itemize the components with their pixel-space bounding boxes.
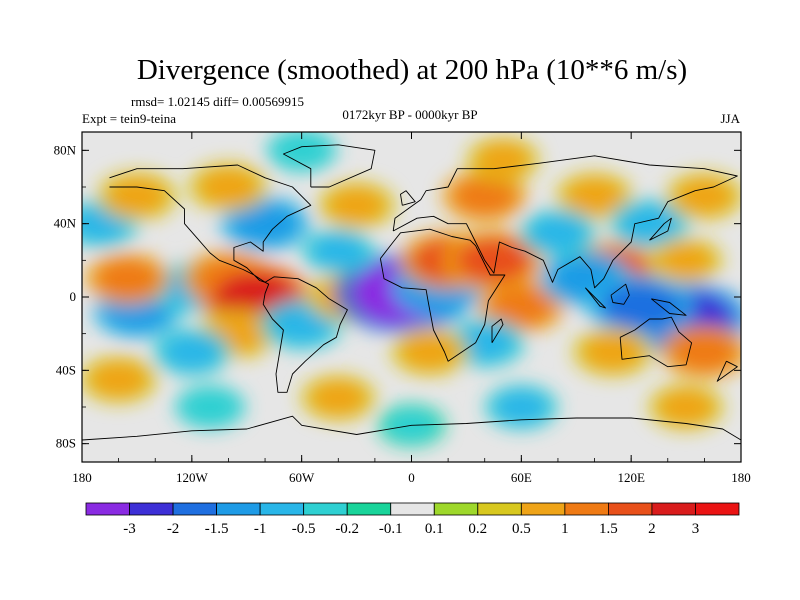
colorbar-label: -1.5 <box>205 521 229 537</box>
divergence-cell <box>586 273 695 339</box>
y-tick-label: 80N <box>54 142 77 157</box>
coastline-australia <box>619 316 693 368</box>
colorbar-swatch <box>433 502 479 516</box>
colorbar-swatch <box>346 502 392 516</box>
divergence-cell <box>187 162 270 212</box>
divergence-cell <box>152 327 232 377</box>
coastline-sumatra <box>585 287 606 309</box>
y-axis: 80N 40N 0 40S 80S <box>54 142 741 451</box>
colorbar: -3 -2 -1.5 -1 -0.5 -0.2 -0.1 0.1 0.2 0.5 1 1.5 2 3 <box>85 502 740 537</box>
divergence-cell <box>84 252 171 305</box>
x-tick-label: 0 <box>408 470 415 485</box>
colorbar-swatch <box>172 502 217 516</box>
colorbar-label: -3 <box>123 521 136 537</box>
coastline-borneo <box>610 283 630 305</box>
colorbar-swatch <box>303 502 348 516</box>
coastline-uk <box>400 190 416 206</box>
colorbar-swatch <box>477 502 522 516</box>
divergence-cell <box>647 383 725 431</box>
colorbar-swatch <box>85 502 130 516</box>
divergence-cell <box>265 132 338 173</box>
period-label: 0172kyr BP - 0000kyr BP <box>342 107 477 122</box>
colorbar-swatch <box>651 502 696 516</box>
colorbar-label: 2 <box>648 521 656 537</box>
coastline-africa <box>379 228 506 362</box>
colorbar-swatch <box>608 502 653 516</box>
colorbar-label: 0.2 <box>468 521 487 537</box>
coastline-antarctica <box>82 415 741 441</box>
chart-title: Divergence (smoothed) at 200 hPa (10**6 … <box>137 54 687 86</box>
colorbar-label: -2 <box>167 521 180 537</box>
colorbar-label: -0.2 <box>335 521 359 537</box>
season-label: JJA <box>720 111 740 126</box>
divergence-cell <box>660 325 741 379</box>
colorbar-swatch <box>564 502 609 516</box>
experiment-label: Expt = tein9-teina <box>82 111 176 126</box>
x-tick-label: 120E <box>617 470 645 485</box>
divergence-cell <box>390 327 470 377</box>
colorbar-label: -0.5 <box>292 521 316 537</box>
coastline-japan <box>649 217 672 241</box>
divergence-cell <box>174 384 246 430</box>
x-tick-label: 180 <box>72 470 92 485</box>
x-tick-label: 180 <box>731 470 751 485</box>
divergence-cell <box>484 384 559 430</box>
x-tick-label: 60E <box>511 470 532 485</box>
coastline-north-america <box>109 164 312 283</box>
y-tick-label: 80S <box>56 436 76 451</box>
colorbar-swatch <box>390 502 435 516</box>
divergence-cell <box>301 228 376 275</box>
colorbar-swatch <box>259 502 305 516</box>
x-axis: 180 120W 60W 0 60E 120E 180 <box>72 132 751 485</box>
divergence-cell <box>555 171 634 221</box>
divergence-cell <box>466 136 541 183</box>
y-tick-label: 0 <box>70 289 77 304</box>
divergence-cell <box>317 181 397 230</box>
x-tick-label: 120W <box>176 470 209 485</box>
colorbar-label: -0.1 <box>379 521 403 537</box>
coastlines <box>82 144 741 441</box>
divergence-cell <box>649 237 724 284</box>
divergence-cell <box>300 374 377 422</box>
colorbar-label: 1 <box>561 521 569 537</box>
coastline-new-zealand <box>716 360 738 382</box>
divergence-cell <box>518 208 598 258</box>
divergence-cell <box>442 229 546 292</box>
colorbar-swatch <box>129 502 174 516</box>
colorbar-label: 3 <box>692 521 700 537</box>
coastline-greenland <box>282 144 376 188</box>
colorbar-swatch <box>520 502 566 516</box>
y-tick-label: 40N <box>54 216 77 231</box>
stats-label: rmsd= 1.02145 diff= 0.00569915 <box>131 94 304 109</box>
coastline-new-guinea <box>651 298 687 316</box>
colorbar-label: 0.1 <box>425 521 444 537</box>
colorbar-label: 0.5 <box>512 521 531 537</box>
colorbar-swatch <box>216 502 261 516</box>
colorbar-label: 1.5 <box>599 521 618 537</box>
colorbar-label: -1 <box>254 521 267 537</box>
divergence-cell <box>82 355 159 404</box>
coastline-south-america <box>262 276 348 393</box>
divergence-field <box>82 132 741 447</box>
divergence-cell <box>96 171 178 222</box>
divergence-cell <box>572 327 654 377</box>
colorbar-swatch <box>695 502 740 516</box>
y-tick-label: 40S <box>56 362 76 377</box>
x-tick-label: 60W <box>289 470 315 485</box>
coastline-madagascar <box>491 318 504 344</box>
divergence-cell <box>664 171 741 221</box>
map-panel <box>81 131 742 463</box>
coastline-eurasia <box>392 155 738 289</box>
divergence-cell <box>441 169 528 223</box>
